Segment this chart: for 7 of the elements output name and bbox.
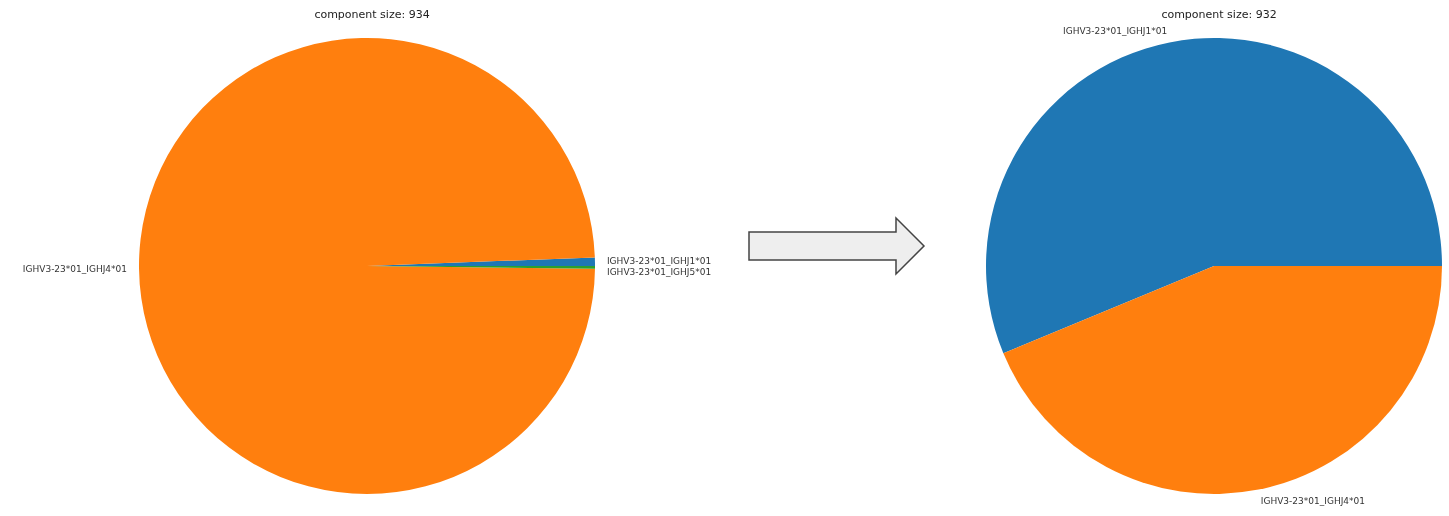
chart-title: component size: 932 [1161,8,1277,21]
chart-title: component size: 934 [314,8,430,21]
slice-label: IGHV3-23*01_IGHJ1*01 [1063,25,1168,36]
slice-label: IGHV3-23*01_IGHJ1*01 [606,256,712,267]
slice-label: IGHV3-23*01_IGHJ5*01 [607,267,712,278]
slice-label: IGHV3-23*01_IGHJ4*01 [22,264,128,275]
slice-label: IGHV3-23*01_IGHJ4*01 [1260,496,1365,507]
